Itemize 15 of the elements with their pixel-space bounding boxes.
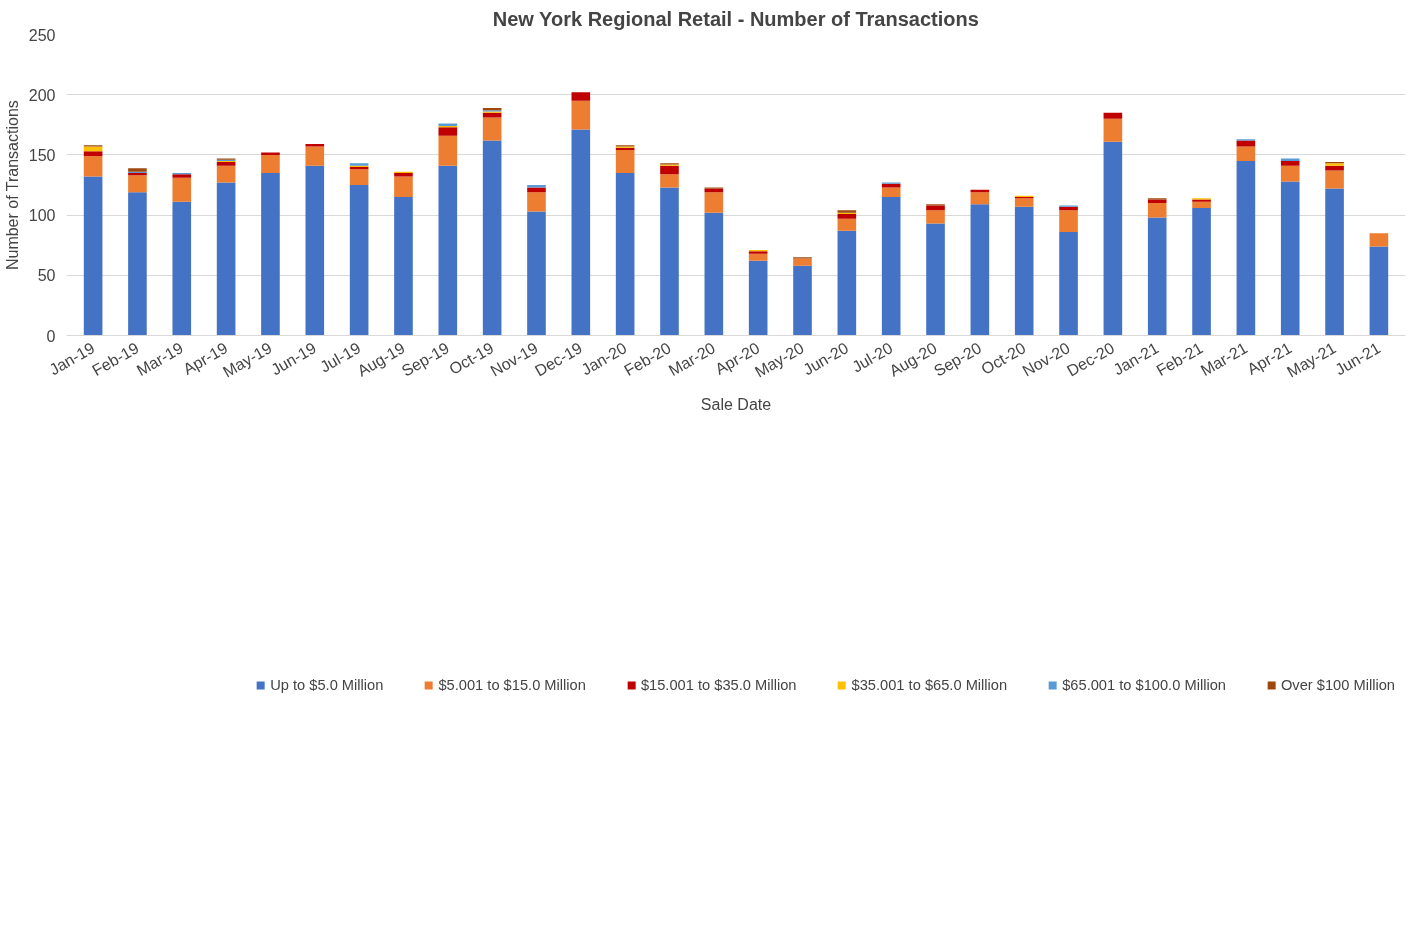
- y-axis-title: Number of Transactions: [3, 100, 21, 271]
- y-tick-label: 0: [46, 327, 56, 345]
- y-tick-label: 200: [28, 86, 56, 104]
- y-tick-label: 50: [37, 267, 56, 285]
- legend-label: $5.001 to $15.0 Million: [438, 677, 586, 693]
- y-tick-label: 250: [28, 26, 56, 44]
- legend-label: Up to $5.0 Million: [270, 677, 384, 693]
- legend-label: $65.001 to $100.0 Million: [1062, 677, 1226, 693]
- y-tick-label: 100: [28, 207, 56, 225]
- legend-label: Over $100 Million: [1280, 677, 1395, 693]
- x-axis-title: Sale Date: [700, 395, 772, 413]
- legend-label: $35.001 to $65.0 Million: [851, 677, 1008, 693]
- y-tick-label: 150: [28, 146, 56, 164]
- legend-label: $15.001 to $35.0 Million: [640, 677, 797, 693]
- chart-title: New York Regional Retail - Number of Transactions: [492, 7, 979, 30]
